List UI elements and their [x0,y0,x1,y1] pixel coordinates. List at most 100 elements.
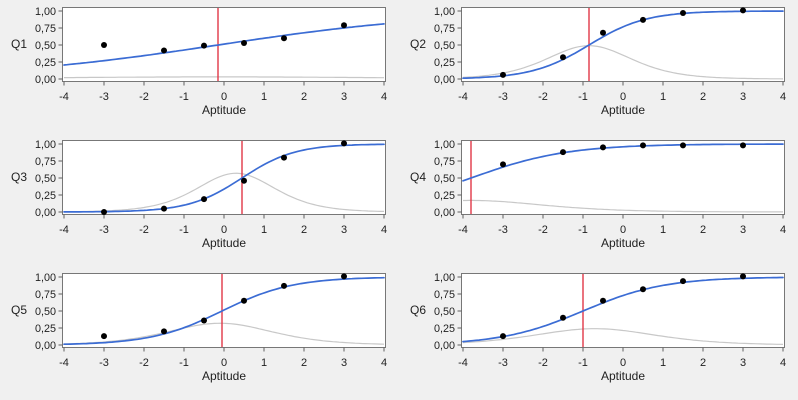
item-label-q4: Q4 [409,170,426,184]
x-tick-label: -2 [139,357,149,369]
x-tick-label: -1 [179,91,189,103]
y-tick-label: 0,75 [434,289,455,301]
item-label-q6: Q6 [409,303,426,317]
x-tick-label: 2 [700,357,706,369]
y-tick-label: 0,25 [434,57,455,69]
x-tick-label: -3 [99,91,109,103]
plot-frame [461,7,785,82]
x-tick-label: 4 [780,224,786,236]
y-tick-label: 0,75 [434,23,455,35]
data-point [640,142,646,149]
x-tick-label: 4 [780,91,786,103]
y-tick-label: 0,50 [434,173,455,185]
information-curve [63,172,384,213]
y-tick-label: 0,50 [35,306,56,318]
plot-frame [461,273,785,348]
x-tick-label: -1 [578,91,588,103]
y-tick-label: 0,50 [434,40,455,52]
data-point [640,16,646,23]
x-tick-label: -4 [59,357,69,369]
y-tick-label: 0,00 [35,340,56,352]
item-label-q5: Q5 [10,303,27,317]
fitted-curve [462,143,784,182]
data-point [640,286,646,293]
y-tick-label: 1,00 [434,272,455,284]
x-tick-label: 0 [620,224,626,236]
data-point [560,149,566,156]
x-tick-label: 3 [740,357,746,369]
x-axis-title-q5: Aptitude [201,369,247,383]
data-point [680,10,686,17]
y-tick-label: 0,50 [35,40,56,52]
x-tick-label: 4 [780,357,786,369]
information-curve [63,322,385,345]
x-tick-label: 0 [221,224,227,236]
icc-panel-q4: Q4 1,00 0,75 0,50 0,25 0,00 -4 -3 -2 -1 0 1 2 3 4 Apt… [399,133,798,266]
y-tick-label: 0,00 [434,207,455,219]
data-point [500,333,506,340]
x-tick-label: 1 [261,224,267,236]
y-tick-label: 1,00 [434,139,455,151]
x-tick-label: -2 [538,224,548,236]
icc-panel-q5: Q5 1,00 0,75 0,50 0,25 0,00 -4 -3 -2 -1 0 1 2 3 4 Apt… [0,266,399,400]
y-tick-label: 0,75 [35,156,56,168]
x-tick-label: -3 [498,91,508,103]
icc-chart-q4[interactable]: 1,00 0,75 0,50 0,25 0,00-4 -3 -2 -1 0 1 2 3 4 [399,133,798,266]
x-tick-label: 3 [740,224,746,236]
data-point [500,71,506,78]
data-point [341,22,347,29]
x-tick-label: 4 [381,91,387,103]
x-tick-label: 2 [301,91,307,103]
y-tick-label: 0,75 [434,156,455,168]
icc-panel-q2: Q2 1,00 0,75 0,50 0,25 0,00 -4 -3 -2 -1 0 1 2 3 4 Apt… [399,0,798,133]
data-point [600,144,606,151]
y-tick-label: 0,00 [434,74,455,86]
x-tick-label: -2 [139,91,149,103]
x-tick-label: -1 [179,357,189,369]
x-tick-label: -4 [458,357,468,369]
information-curve [462,328,784,345]
x-tick-label: -4 [59,224,69,236]
icc-chart-q2[interactable]: 1,00 0,75 0,50 0,25 0,00-4 -3 -2 -1 0 1 2 3 4 [399,0,798,133]
x-tick-label: -2 [139,224,149,236]
icc-panel-q6: Q6 1,00 0,75 0,50 0,25 0,00 -4 -3 -2 -1 0 1 2 3 4 Apt… [399,266,798,400]
x-axis-title-q4: Aptitude [600,236,646,250]
y-tick-label: 0,25 [434,190,455,202]
data-point [101,42,107,48]
fitted-curve [462,10,784,80]
icc-chart-q5[interactable]: 1,00 0,75 0,50 0,25 0,00-4 -3 -2 -1 0 1 2 3 4 [0,266,399,399]
y-tick-label: 0,75 [35,289,56,301]
data-point [500,161,506,168]
data-point [341,273,347,280]
data-point [740,7,746,14]
x-tick-label: 4 [381,357,387,369]
x-tick-label: 2 [301,357,307,369]
data-point [560,314,566,321]
data-point [241,297,247,304]
data-point [161,328,167,335]
x-axis-title-q6: Aptitude [600,369,646,383]
x-tick-label: -2 [538,91,548,103]
x-tick-label: 0 [221,357,227,369]
icc-chart-q1[interactable]: 1,00 0,75 0,50 0,25 0,00-4 -3 -2 -1 0 1 2 3 4 [0,0,399,133]
data-point [101,333,107,340]
x-tick-label: 2 [301,224,307,236]
item-label-q1: Q1 [10,37,27,51]
x-tick-label: 4 [381,224,387,236]
fitted-curve [63,276,385,346]
data-point [201,317,207,324]
icc-chart-q3[interactable]: 1,00 0,75 0,50 0,25 0,00-4 -3 -2 -1 0 1 2 3 4 [0,133,399,266]
data-point [281,154,287,161]
information-curve [463,199,783,213]
y-tick-label: 1,00 [434,6,455,18]
x-tick-label: -1 [179,224,189,236]
data-point [201,196,207,203]
x-tick-label: 1 [261,357,267,369]
icc-chart-q6[interactable]: 1,00 0,75 0,50 0,25 0,00-4 -3 -2 -1 0 1 2 3 4 [399,266,798,399]
data-point [241,177,247,184]
y-tick-label: 0,25 [434,323,455,335]
y-tick-label: 1,00 [35,139,56,151]
data-point [740,142,746,149]
icc-panel-q1: Q1 1,00 0,75 0,50 0,25 0,00 -4 -3 -2 -1 0 1 2 3 4 Apt… [0,0,399,133]
x-tick-label: -4 [59,91,69,103]
